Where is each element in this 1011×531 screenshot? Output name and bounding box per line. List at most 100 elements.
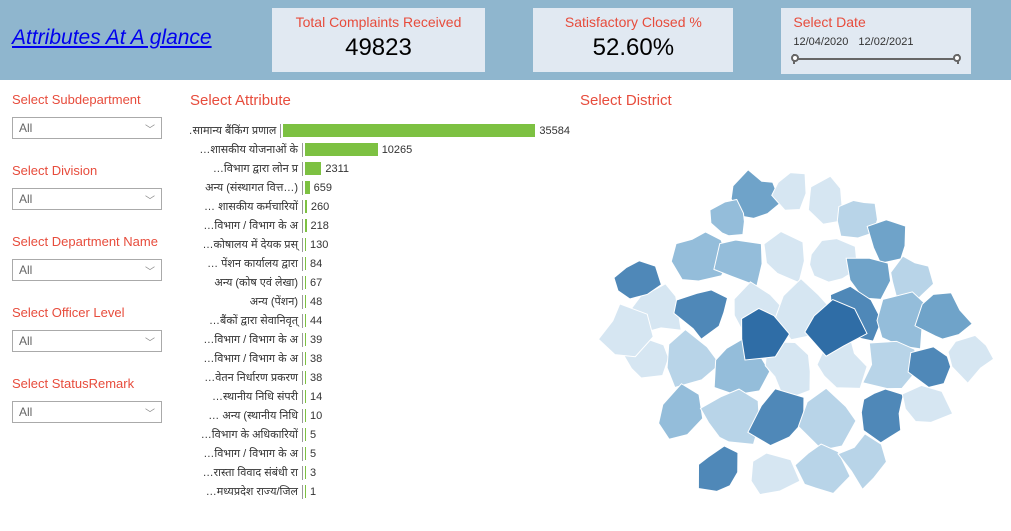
- attribute-chart-area: Select Attribute सामान्य बैंकिंग प्रणाल……: [190, 88, 570, 531]
- district-shape[interactable]: [700, 389, 759, 444]
- bar-track: 38: [302, 371, 570, 385]
- bar-value: 130: [310, 239, 328, 251]
- bar-row[interactable]: बैंकों द्वारा सेवानिवृत्…44: [190, 311, 570, 330]
- bar-value: 84: [310, 258, 322, 270]
- bar-fill: [305, 428, 306, 441]
- date-slider[interactable]: [793, 54, 959, 64]
- filter-select[interactable]: All ﹀: [12, 188, 162, 210]
- bar-fill: [305, 485, 306, 498]
- district-shape[interactable]: [764, 231, 804, 282]
- bar-category: रास्ता विवाद संबंधी रा…: [190, 465, 302, 480]
- bar-row[interactable]: शासकीय कर्मचारियों …260: [190, 197, 570, 216]
- bar-value: 218: [311, 220, 329, 232]
- page-title-link[interactable]: Attributes At A glance: [12, 26, 212, 50]
- filter-label: Select StatusRemark: [12, 376, 190, 391]
- bar-row[interactable]: विभाग के अधिकारियों… 5: [190, 425, 570, 444]
- bar-fill: [305, 466, 306, 479]
- bar-category: बैंकों द्वारा सेवानिवृत्…: [190, 313, 302, 328]
- district-shape[interactable]: [798, 388, 856, 450]
- date-range-card: Select Date 12/04/2020 12/02/2021: [781, 8, 971, 74]
- bar-track: 130: [302, 238, 570, 252]
- district-shape[interactable]: [698, 446, 738, 491]
- bar-fill: [305, 314, 306, 327]
- bar-row[interactable]: मध्यप्रदेश राज्य/जिल…1: [190, 482, 570, 501]
- bar-track: 10265: [302, 143, 570, 157]
- bar-row[interactable]: विभाग / विभाग के अ…5: [190, 444, 570, 463]
- bar-row[interactable]: विभाग / विभाग के अ…39: [190, 330, 570, 349]
- district-shape[interactable]: [674, 290, 728, 339]
- district-shape[interactable]: [902, 385, 952, 422]
- filter-select[interactable]: All﹀: [12, 259, 162, 281]
- bar-row[interactable]: विभाग / विभाग के अ…218: [190, 216, 570, 235]
- district-shape[interactable]: [659, 384, 703, 440]
- filter-value: All: [19, 192, 32, 206]
- bar-value: 659: [314, 182, 332, 194]
- bar-row[interactable]: विभाग द्वारा लोन प्र…2311: [190, 159, 570, 178]
- attribute-chart-title: Select Attribute: [190, 92, 570, 109]
- bar-value: 38: [310, 372, 322, 384]
- bar-row[interactable]: सामान्य बैंकिंग प्रणाल…35584: [190, 121, 570, 140]
- district-shape[interactable]: [915, 293, 972, 339]
- bar-row[interactable]: विभाग / विभाग के अ…38: [190, 349, 570, 368]
- filter-select[interactable]: All ﹀: [12, 117, 162, 139]
- bar-fill: [305, 371, 306, 384]
- chevron-down-icon: ﹀: [145, 121, 155, 136]
- bar-fill: [305, 200, 307, 213]
- bar-track: 659: [302, 181, 570, 195]
- bar-category: मध्यप्रदेश राज्य/जिल…: [190, 484, 302, 499]
- bar-category: सामान्य बैंकिंग प्रणाल…: [190, 123, 280, 138]
- filter-group: Select Department NameAll﹀: [12, 234, 190, 281]
- district-shape[interactable]: [667, 330, 720, 388]
- district-map-title: Select District: [580, 92, 999, 109]
- bar-row[interactable]: अन्य (संस्थागत वित्त…)659: [190, 178, 570, 197]
- attribute-bar-chart[interactable]: सामान्य बैंकिंग प्रणाल…35584शासकीय योजना…: [190, 121, 570, 501]
- district-shape[interactable]: [948, 335, 994, 383]
- district-shape[interactable]: [710, 199, 745, 235]
- bar-track: 48: [302, 295, 570, 309]
- filter-value: All: [19, 121, 32, 135]
- bar-category: शासकीय योजनाओं के…: [190, 142, 302, 157]
- district-shape[interactable]: [861, 389, 903, 443]
- bar-fill: [305, 257, 306, 270]
- bar-row[interactable]: अन्य (स्थानीय निधि …10: [190, 406, 570, 425]
- bar-category: अन्य (स्थानीय निधि …: [190, 408, 302, 423]
- bar-row[interactable]: पेंशन कार्यालय द्वारा …84: [190, 254, 570, 273]
- header-bar: Attributes At A glance Total Complaints …: [0, 0, 1011, 80]
- bar-value: 39: [310, 334, 322, 346]
- bar-track: 35584: [280, 124, 570, 138]
- district-shape[interactable]: [748, 389, 804, 446]
- filter-value: All: [19, 334, 32, 348]
- bar-row[interactable]: शासकीय योजनाओं के…10265: [190, 140, 570, 159]
- bar-row[interactable]: अन्य (कोष एवं लेखा)67: [190, 273, 570, 292]
- bar-value: 3: [310, 467, 316, 479]
- chevron-down-icon: ﹀: [145, 263, 155, 278]
- district-shape[interactable]: [795, 444, 850, 493]
- filter-select[interactable]: All﹀: [12, 330, 162, 352]
- bar-track: 84: [302, 257, 570, 271]
- bar-fill: [305, 352, 306, 365]
- district-shape[interactable]: [714, 240, 762, 286]
- bar-row[interactable]: अन्य (पेंशन)48: [190, 292, 570, 311]
- bar-category: विभाग के अधिकारियों…: [190, 427, 302, 442]
- date-range-label: Select Date: [793, 14, 959, 30]
- district-shape[interactable]: [751, 453, 800, 495]
- bar-value: 48: [310, 296, 322, 308]
- district-map[interactable]: [580, 121, 999, 501]
- bar-fill: [305, 409, 306, 422]
- bar-row[interactable]: वेतन निर्धारण प्रकरण…38: [190, 368, 570, 387]
- bar-value: 67: [310, 277, 322, 289]
- district-shape[interactable]: [908, 347, 950, 388]
- chevron-down-icon: ﹀: [145, 192, 155, 207]
- date-from[interactable]: 12/04/2020: [793, 36, 848, 48]
- bar-row[interactable]: कोषालय में देयक प्रस्…130: [190, 235, 570, 254]
- bar-row[interactable]: स्थानीय निधि संपरी…14: [190, 387, 570, 406]
- bar-value: 5: [310, 429, 316, 441]
- filter-select[interactable]: All﹀: [12, 401, 162, 423]
- bar-fill: [305, 447, 306, 460]
- bar-row[interactable]: रास्ता विवाद संबंधी रा… 3: [190, 463, 570, 482]
- bar-track: 44: [302, 314, 570, 328]
- district-map-area: Select District: [570, 88, 999, 531]
- district-shape[interactable]: [867, 220, 905, 264]
- date-to[interactable]: 12/02/2021: [858, 36, 913, 48]
- bar-fill: [305, 181, 310, 194]
